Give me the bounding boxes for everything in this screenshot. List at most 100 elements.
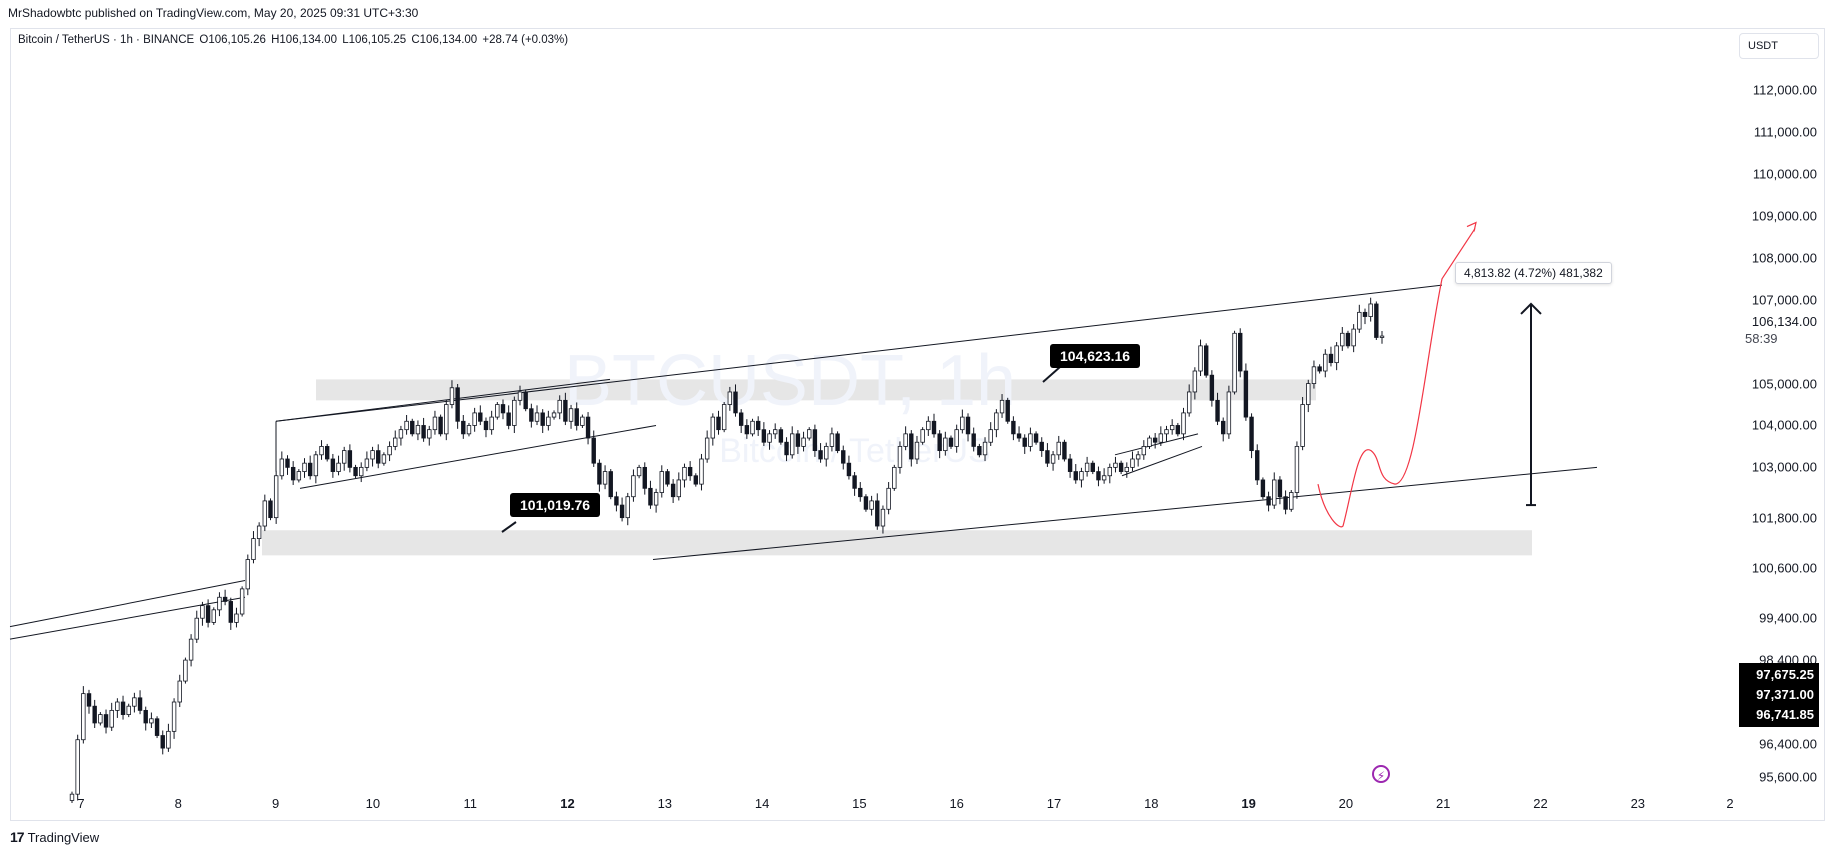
- candle-body: [370, 450, 375, 460]
- price-tick-label: 107,000.00: [1751, 292, 1817, 308]
- candle-body: [909, 433, 914, 460]
- candle-body: [1118, 462, 1124, 472]
- candle-body: [824, 446, 829, 460]
- candle-body: [86, 693, 92, 707]
- candle-body: [557, 399, 562, 414]
- price-label-2: 97,371.00: [1756, 687, 1814, 702]
- flash-icon[interactable]: ⚡: [1372, 765, 1390, 783]
- candle-body: [1181, 412, 1186, 435]
- time-tick-label: 10: [365, 796, 381, 811]
- candle-body: [347, 450, 353, 468]
- candle-body: [1226, 391, 1232, 435]
- candle-body: [262, 500, 268, 527]
- candle-body: [852, 475, 857, 489]
- candle-body: [444, 404, 449, 435]
- candle-body: [415, 425, 421, 435]
- candle-body: [166, 730, 171, 749]
- candle-body: [892, 466, 897, 489]
- candle-body: [387, 446, 392, 456]
- candle-body: [1272, 479, 1277, 506]
- candle-body: [126, 705, 131, 715]
- channel-upper-line: [275, 284, 1443, 422]
- candle-body: [920, 429, 925, 443]
- candle-body: [608, 471, 613, 498]
- candle-body: [574, 408, 579, 426]
- candle-body: [1362, 311, 1368, 317]
- candle-body: [1232, 332, 1237, 393]
- watermark-symbol: BTCUSDT, 1h: [564, 341, 1016, 421]
- candle-body: [744, 425, 750, 435]
- time-tick-label: 22: [1533, 796, 1548, 811]
- candle-body: [1011, 420, 1016, 435]
- candle-body: [750, 420, 755, 435]
- candle-body: [676, 479, 681, 498]
- price-tick-label: 104,000.00: [1751, 417, 1817, 433]
- candle-body: [1033, 433, 1039, 443]
- candle-body: [200, 605, 205, 619]
- candle-body: [704, 437, 710, 460]
- candle-body: [455, 387, 460, 422]
- projected-arrowhead: [1466, 221, 1477, 232]
- currency-selector[interactable]: USDT: [1739, 33, 1819, 59]
- time-tick-label: 14: [754, 796, 770, 811]
- chart-frame[interactable]: [10, 28, 1825, 821]
- candle-body: [965, 416, 971, 435]
- candle-body: [432, 416, 438, 431]
- candle-body: [398, 429, 404, 439]
- time-tick-label: 11: [463, 796, 477, 811]
- candle-body: [1243, 370, 1249, 418]
- candle-body: [971, 433, 976, 447]
- price-tick-label: 109,000.00: [1751, 208, 1817, 224]
- time-tick-label: 12: [560, 796, 575, 811]
- candle-body: [1198, 345, 1203, 372]
- price-tick-label: 95,600.00: [1759, 769, 1817, 785]
- candle-body: [1022, 437, 1027, 447]
- candle-body: [948, 437, 954, 447]
- legend-symbol: Bitcoin / TetherUS · 1h · BINANCE: [18, 34, 195, 46]
- candle-body: [619, 504, 625, 519]
- candle-body: [115, 701, 120, 711]
- candle-body: [427, 429, 432, 439]
- tradingview-brand[interactable]: 17 TradingView: [10, 829, 99, 845]
- candle-body: [1294, 446, 1300, 493]
- time-tick-label: 19: [1241, 796, 1256, 811]
- candle-body: [738, 412, 744, 426]
- candle-body: [716, 416, 721, 431]
- candle-body: [755, 420, 761, 431]
- measure-arrowhead: [1520, 302, 1542, 315]
- support-zone: [262, 530, 1532, 556]
- candle-body: [177, 680, 182, 703]
- candle-body: [449, 387, 455, 405]
- candle-body: [183, 659, 188, 682]
- candle-body: [245, 559, 251, 590]
- legend-close: C106,134.00: [411, 34, 478, 46]
- candle-body: [767, 433, 772, 443]
- candle-body: [483, 420, 489, 431]
- candle-body: [1209, 374, 1215, 401]
- candle-body: [495, 404, 500, 418]
- candle-body: [319, 446, 324, 456]
- candle-body: [512, 399, 517, 426]
- time-tick-label: 17: [1046, 796, 1062, 811]
- candle-body: [1334, 345, 1339, 364]
- candle-body: [132, 697, 137, 707]
- candle-body: [784, 441, 789, 456]
- candle-body: [931, 420, 937, 435]
- candle-body: [137, 697, 143, 711]
- candle-body: [642, 466, 647, 489]
- candle-body: [1124, 466, 1130, 472]
- candles-layer: [69, 297, 1385, 803]
- price-tick-label: 105,000.00: [1751, 376, 1817, 392]
- candle-body: [1079, 471, 1084, 481]
- candle-body: [466, 425, 472, 435]
- candle-body: [670, 483, 676, 498]
- candle-body: [1255, 450, 1260, 481]
- candle-body: [625, 496, 630, 519]
- candle-body: [1152, 437, 1158, 443]
- candle-body: [217, 596, 222, 611]
- candle-body: [1073, 471, 1078, 481]
- candle-body: [982, 441, 988, 456]
- price-tick-label: 112,000.00: [1752, 82, 1817, 98]
- candle-body: [1090, 462, 1095, 472]
